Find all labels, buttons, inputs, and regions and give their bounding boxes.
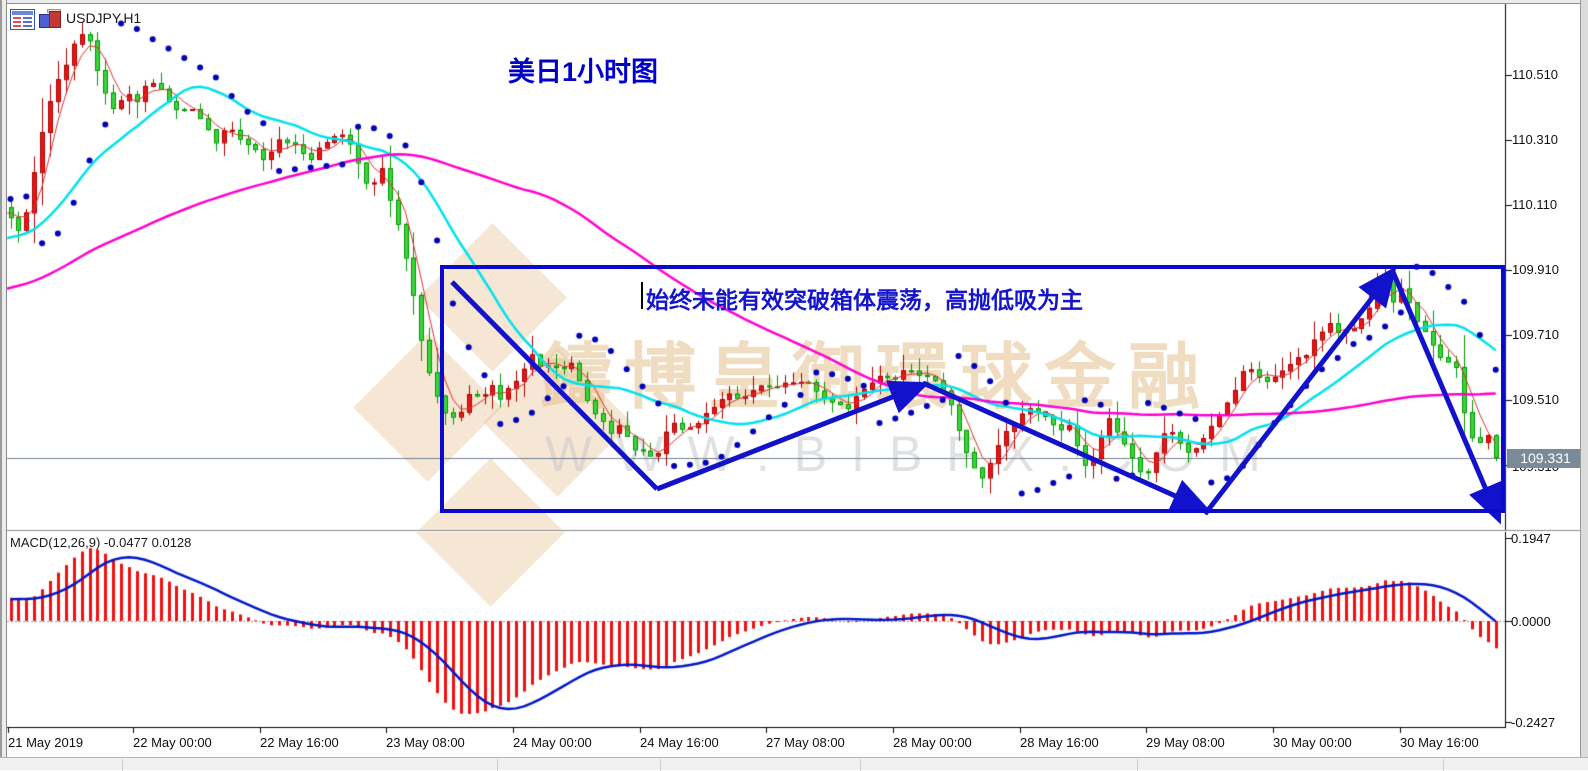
macd-axis-label: -0.2427 [1511, 715, 1556, 730]
price-axis-label: 110.310 [1512, 132, 1559, 147]
time-axis-label: 30 May 00:00 [1273, 735, 1352, 750]
time-axis-label: 22 May 16:00 [260, 735, 339, 750]
icon-title-bar [12, 11, 33, 15]
status-bar [0, 757, 1588, 771]
time-axis-label: 30 May 16:00 [1400, 735, 1479, 750]
price-axis-label: 109.710 [1512, 327, 1559, 342]
price-axis-label: 110.510 [1512, 67, 1559, 82]
box-annotation-text[interactable]: 始终未能有效突破箱体震荡，高抛低吸为主 [646, 287, 1083, 313]
macd-indicator-label: MACD(12,26,9) -0.0477 0.0128 [10, 535, 192, 550]
chart-title: 美日1小时图 [508, 57, 659, 87]
macd-axis-label: 0.1947 [1511, 531, 1551, 546]
time-axis-label: 24 May 00:00 [513, 735, 592, 750]
window-top-border [0, 0, 1588, 4]
time-axis-label: 27 May 08:00 [766, 735, 845, 750]
price-axis-label: 109.910 [1512, 262, 1559, 277]
symbol-timeframe-label: USDJPY,H1 [66, 10, 142, 26]
time-axis-label: 28 May 00:00 [893, 735, 972, 750]
status-bar-separator [497, 759, 498, 771]
status-bar-separator [860, 759, 861, 771]
data-window-icon[interactable] [10, 9, 35, 30]
macd-axis-label: 0.0000 [1511, 614, 1551, 629]
status-bar-separator [122, 759, 123, 771]
price-axis-label: 109.510 [1512, 392, 1559, 407]
time-axis-label: 24 May 16:00 [640, 735, 719, 750]
text-cursor [641, 282, 643, 309]
window-left-border [0, 0, 7, 757]
time-axis-label: 29 May 08:00 [1146, 735, 1225, 750]
status-bar-separator [660, 759, 661, 771]
status-bar-separator [1137, 759, 1138, 771]
time-axis-label: 28 May 16:00 [1020, 735, 1099, 750]
current-price-badge: 109.331 [1507, 449, 1584, 468]
price-axis-label: 110.110 [1512, 197, 1558, 212]
status-bar-separator [1443, 759, 1444, 771]
time-axis-label: 22 May 00:00 [133, 735, 212, 750]
time-axis-label: 23 May 08:00 [386, 735, 465, 750]
time-axis-label: 21 May 2019 [8, 735, 84, 750]
volumes-icon[interactable] [39, 9, 64, 30]
window-scrollbar-strip[interactable] [1580, 0, 1588, 757]
